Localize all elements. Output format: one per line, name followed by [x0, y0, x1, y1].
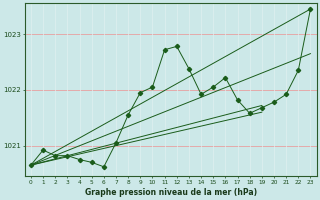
X-axis label: Graphe pression niveau de la mer (hPa): Graphe pression niveau de la mer (hPa): [84, 188, 257, 197]
